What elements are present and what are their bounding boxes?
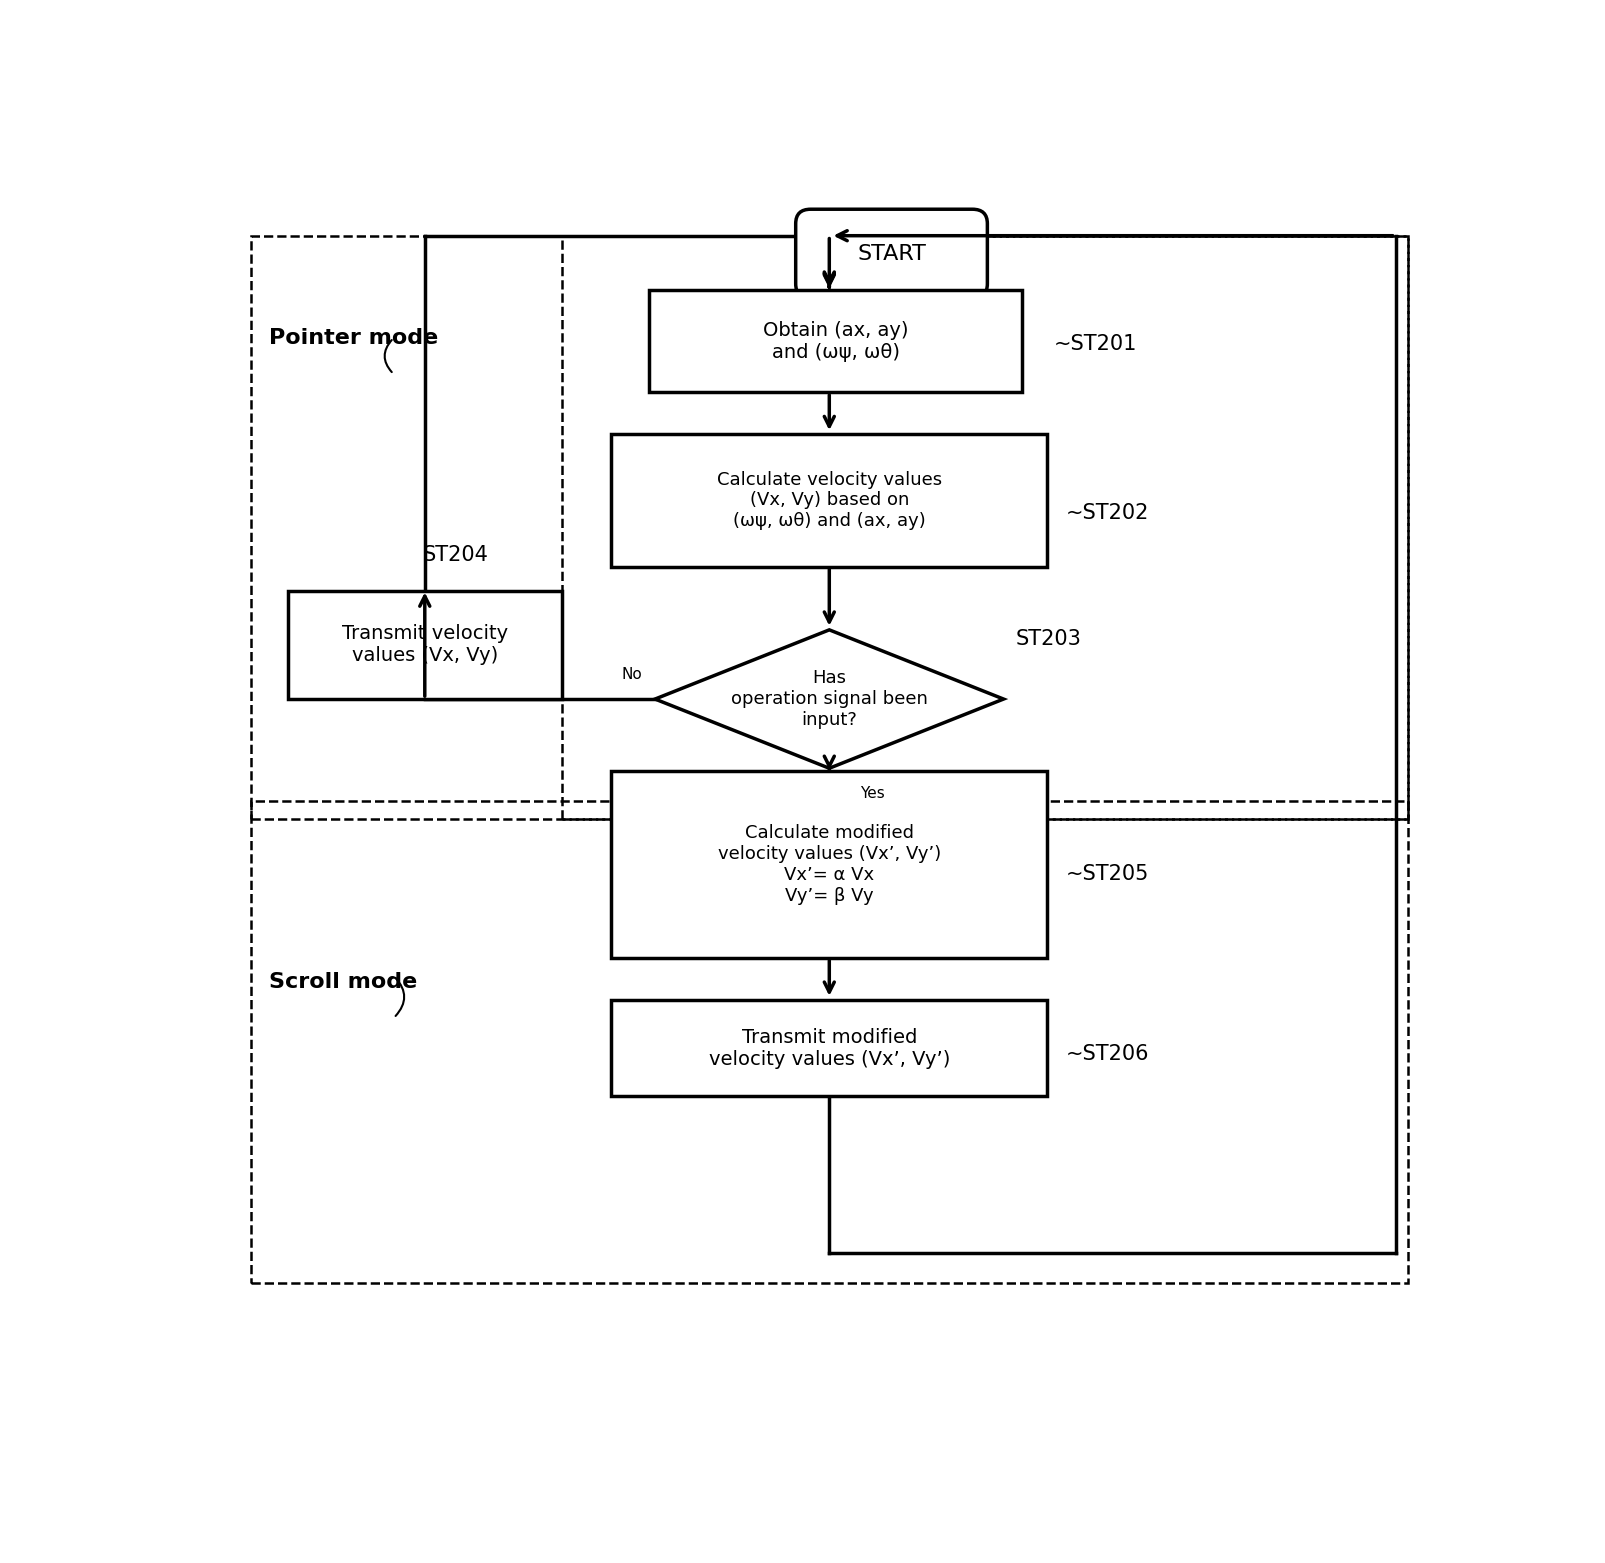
- Text: ST204: ST204: [422, 544, 488, 564]
- FancyBboxPatch shape: [794, 209, 987, 299]
- Bar: [250, 802, 1408, 1283]
- Text: ~ST206: ~ST206: [1066, 1044, 1149, 1064]
- Text: ~ST202: ~ST202: [1066, 503, 1149, 522]
- Text: Calculate modified
velocity values (Vx’, Vy’)
Vx’= α Vx
Vy’= β Vy: Calculate modified velocity values (Vx’,…: [717, 824, 941, 905]
- Bar: [612, 435, 1046, 567]
- Text: ~ST205: ~ST205: [1066, 864, 1149, 883]
- Bar: [287, 591, 562, 699]
- Bar: [250, 236, 1408, 819]
- Bar: [648, 289, 1021, 392]
- Polygon shape: [655, 630, 1003, 769]
- Text: Pointer mode: Pointer mode: [270, 328, 438, 349]
- Text: Transmit modified
velocity values (Vx’, Vy’): Transmit modified velocity values (Vx’, …: [708, 1027, 950, 1069]
- Bar: [612, 771, 1046, 958]
- Text: Has
operation signal been
input?: Has operation signal been input?: [730, 669, 928, 728]
- Text: ST203: ST203: [1016, 628, 1082, 649]
- Text: Obtain (ax, ay)
and (ωψ, ωθ): Obtain (ax, ay) and (ωψ, ωθ): [762, 320, 908, 361]
- Text: Transmit velocity
values (Vx, Vy): Transmit velocity values (Vx, Vy): [342, 624, 507, 666]
- Text: No: No: [621, 667, 642, 683]
- Text: Scroll mode: Scroll mode: [270, 972, 417, 993]
- Text: ~ST201: ~ST201: [1053, 334, 1136, 353]
- Bar: [562, 236, 1408, 819]
- Bar: [612, 1000, 1046, 1096]
- Text: START: START: [857, 244, 926, 264]
- Text: Calculate velocity values
(Vx, Vy) based on
(ωψ, ωθ) and (ax, ay): Calculate velocity values (Vx, Vy) based…: [716, 470, 941, 530]
- Text: Yes: Yes: [860, 786, 884, 802]
